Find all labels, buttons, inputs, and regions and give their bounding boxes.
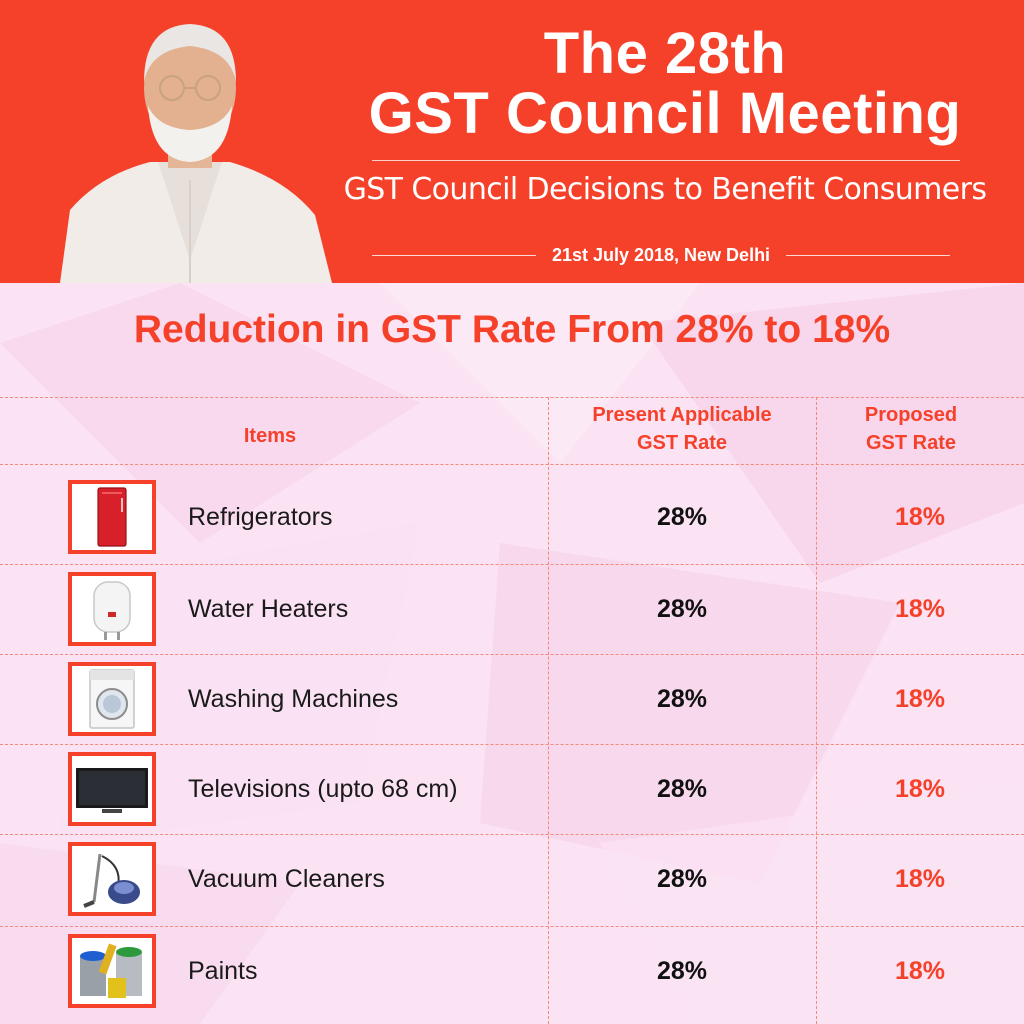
column-header-present-line2: GST Rate bbox=[636, 432, 728, 454]
column-header-proposed-line1: Proposed bbox=[864, 404, 958, 426]
table-top-rule bbox=[0, 397, 1024, 398]
table-row: Vacuum Cleaners 28% 18% bbox=[0, 834, 1024, 924]
table-header-rule bbox=[0, 464, 1024, 465]
date-rule-right bbox=[786, 254, 951, 256]
proposed-rate: 18% bbox=[894, 685, 946, 713]
header-banner: The 28th GST Council Meeting GST Council… bbox=[0, 0, 1024, 283]
proposed-rate: 18% bbox=[894, 865, 946, 893]
item-name: Vacuum Cleaners bbox=[188, 865, 385, 893]
column-header-proposed: Proposed GST Rate bbox=[816, 401, 1006, 457]
headline: Reduction in GST Rate From 28% to 18% bbox=[133, 308, 891, 351]
television-icon bbox=[68, 752, 156, 826]
column-header-present: Present Applicable GST Rate bbox=[548, 401, 816, 457]
proposed-rate: 18% bbox=[894, 595, 946, 623]
table-row: Paints 28% 18% bbox=[0, 926, 1024, 1016]
table-row: Televisions (upto 68 cm) 28% 18% bbox=[0, 744, 1024, 834]
present-rate: 28% bbox=[656, 865, 708, 893]
subtitle: GST Council Decisions to Benefit Consume… bbox=[343, 172, 987, 207]
washing-machine-icon bbox=[68, 662, 156, 736]
vacuum-cleaner-icon bbox=[68, 842, 156, 916]
column-divider bbox=[816, 397, 817, 1024]
portrait-photo bbox=[60, 24, 332, 283]
item-name: Paints bbox=[188, 957, 258, 985]
present-rate: 28% bbox=[656, 957, 708, 985]
present-rate: 28% bbox=[656, 685, 708, 713]
water-heater-icon bbox=[68, 572, 156, 646]
row-divider bbox=[0, 564, 1024, 565]
present-rate: 28% bbox=[656, 595, 708, 623]
title-line-2: GST Council Meeting bbox=[368, 81, 962, 146]
row-divider bbox=[0, 654, 1024, 655]
item-name: Washing Machines bbox=[188, 685, 399, 713]
header-divider bbox=[372, 160, 960, 161]
proposed-rate: 18% bbox=[894, 503, 946, 531]
row-divider bbox=[0, 834, 1024, 835]
proposed-rate: 18% bbox=[894, 775, 946, 803]
column-header-proposed-line2: GST Rate bbox=[865, 432, 957, 454]
table-row: Water Heaters 28% 18% bbox=[0, 564, 1024, 654]
present-rate: 28% bbox=[656, 775, 708, 803]
column-divider bbox=[548, 397, 549, 1024]
item-name: Televisions (upto 68 cm) bbox=[188, 775, 458, 803]
proposed-rate: 18% bbox=[894, 957, 946, 985]
row-divider bbox=[0, 926, 1024, 927]
date-text: 21st July 2018, New Delhi bbox=[551, 244, 771, 265]
title-line-1: The 28th bbox=[543, 21, 787, 86]
item-name: Refrigerators bbox=[188, 503, 333, 531]
present-rate: 28% bbox=[656, 503, 708, 531]
column-header-present-line1: Present Applicable bbox=[592, 404, 772, 426]
row-divider bbox=[0, 744, 1024, 745]
refrigerator-icon bbox=[68, 480, 156, 554]
table-row: Washing Machines 28% 18% bbox=[0, 654, 1024, 744]
column-header-items: Items bbox=[243, 425, 297, 447]
date-line: 21st July 2018, New Delhi bbox=[372, 240, 951, 270]
table-row: Refrigerators 28% 18% bbox=[0, 472, 1024, 562]
item-name: Water Heaters bbox=[188, 595, 349, 623]
date-rule-left bbox=[372, 254, 536, 256]
paint-cans-icon bbox=[68, 934, 156, 1008]
